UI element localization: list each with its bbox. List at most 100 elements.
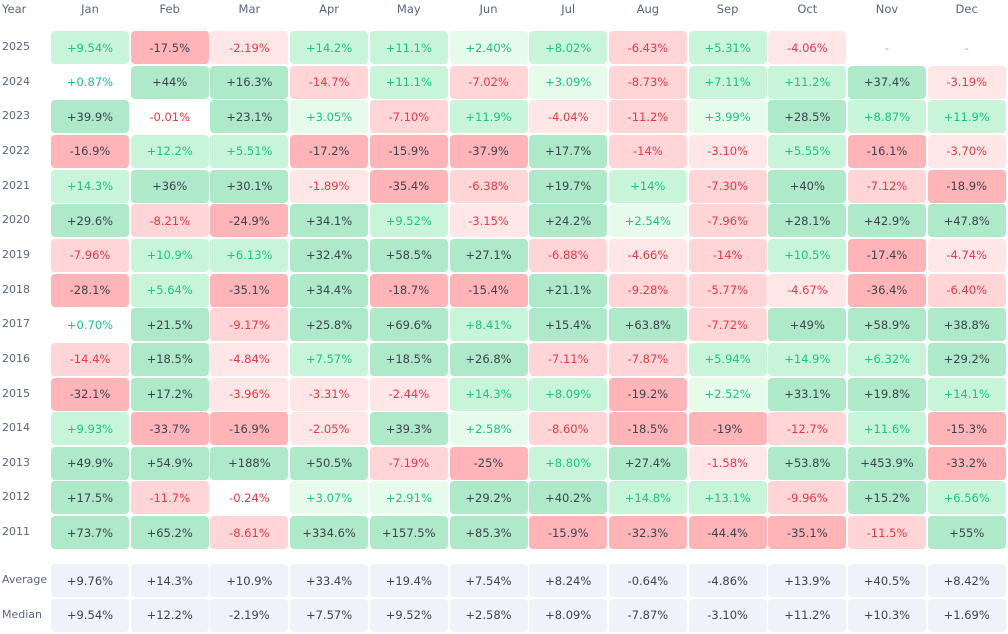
heatmap-cell-mar: -2.19% [210, 598, 289, 632]
heatmap-cell-jan: +0.70% [51, 308, 129, 342]
heatmap-cell-jul: +17.7% [529, 134, 608, 168]
month-header-may: May [396, 2, 421, 16]
heatmap-cell-oct: -4.06% [768, 31, 847, 64]
heatmap-cell-apr: +34.4% [290, 273, 369, 307]
heatmap-cell-nov: +8.87% [848, 100, 926, 134]
heatmap-cell-oct: +5.55% [768, 134, 847, 168]
heatmap-cell-jun: -7.02% [449, 65, 528, 99]
heatmap-cell-jul: -4.04% [529, 100, 608, 134]
heatmap-cell-dec: -15.3% [927, 412, 1006, 446]
heatmap-cell-may: +157.5% [369, 516, 448, 550]
heatmap-cell-nov: -16.1% [848, 134, 926, 168]
row-label: 2023 [2, 109, 30, 123]
heatmap-cell-may: -15.9% [369, 134, 448, 168]
heatmap-cell-aug: +27.4% [608, 446, 687, 480]
heatmap-cell-dec: +55% [927, 516, 1006, 550]
summary-row-average: Average +9.76% +14.3% +10.9% +33.4% +19.4% +7.… [0, 564, 1008, 597]
heatmap-cell-aug: +14.8% [608, 481, 687, 515]
heatmap-cell-jul: +3.09% [529, 65, 608, 99]
heatmap-cell-jul: +19.7% [529, 169, 608, 203]
heatmap-cell-dec: +29.2% [927, 342, 1006, 376]
heatmap-cell-may: +69.6% [369, 308, 448, 342]
heatmap-cell-jun: +14.3% [449, 377, 528, 411]
heatmap-cell-feb: +12.2% [130, 598, 209, 632]
heatmap-cell-sep: -1.58% [688, 446, 767, 480]
heatmap-cell-feb: +5.64% [130, 273, 209, 307]
heatmap-cell-oct: +40% [768, 169, 847, 203]
heatmap-cell-oct: -4.67% [768, 273, 847, 307]
year-row-2022: 2022 -16.9% +12.2% +5.51% -17.2% -15.9% -37.9%… [0, 134, 1008, 168]
heatmap-cell-nov: +6.32% [848, 342, 926, 376]
row-label: 2011 [2, 525, 30, 539]
heatmap-cell-aug: -9.28% [608, 273, 687, 307]
month-header-mar: Mar [238, 2, 261, 16]
row-label: 2012 [2, 490, 30, 504]
heatmap-cell-jan: +14.3% [51, 169, 129, 203]
month-header-oct: Oct [797, 2, 818, 16]
heatmap-cell-dec: -6.40% [927, 273, 1006, 307]
heatmap-cell-oct: -12.7% [768, 412, 847, 446]
heatmap-cell-may: -2.44% [369, 377, 448, 411]
heatmap-cell-mar: -4.84% [210, 342, 289, 376]
heatmap-cell-apr: +32.4% [290, 238, 369, 272]
heatmap-cell-may: +19.4% [369, 564, 448, 597]
heatmap-cell-jul: +40.2% [529, 481, 608, 515]
heatmap-cell-mar: +5.51% [210, 134, 289, 168]
heatmap-cell-feb: +14.3% [130, 564, 209, 597]
heatmap-cell-dec: +6.56% [927, 481, 1006, 515]
heatmap-cell-jan: +29.6% [51, 204, 129, 238]
heatmap-cell-aug: -8.73% [608, 65, 687, 99]
heatmap-cell-may: +9.52% [369, 598, 448, 632]
month-header-feb: Feb [159, 2, 180, 16]
heatmap-cell-dec: -18.9% [927, 169, 1006, 203]
heatmap-cell-jul: +21.1% [529, 273, 608, 307]
heatmap-cell-jun: +8.41% [449, 308, 528, 342]
year-row-2012: 2012 +17.5% -11.7% -0.24% +3.07% +2.91% +29.2%… [0, 481, 1008, 515]
row-label: 2013 [2, 455, 30, 469]
row-label: 2020 [2, 213, 30, 227]
heatmap-cell-jan: -7.96% [51, 238, 129, 272]
heatmap-cell-nov: - [884, 40, 890, 55]
heatmap-cell-apr: +3.07% [290, 481, 369, 515]
heatmap-cell-jul: -6.88% [529, 238, 608, 272]
heatmap-cell-oct: +33.1% [768, 377, 847, 411]
row-label: 2014 [2, 421, 30, 435]
heatmap-cell-apr: +334.6% [290, 516, 369, 550]
heatmap-cell-may: +18.5% [369, 342, 448, 376]
heatmap-cell-aug: -18.5% [608, 412, 687, 446]
year-row-2011: 2011 +73.7% +65.2% -8.61% +334.6% +157.5% +85.… [0, 516, 1008, 550]
heatmap-cell-feb: -8.21% [130, 204, 209, 238]
heatmap-cell-jun: -15.4% [449, 273, 528, 307]
heatmap-cell-apr: +33.4% [290, 564, 369, 597]
heatmap-cell-sep: -7.72% [688, 308, 767, 342]
heatmap-cell-oct: +14.9% [768, 342, 847, 376]
heatmap-cell-dec: -4.74% [927, 238, 1006, 272]
heatmap-cell-feb: +54.9% [130, 446, 209, 480]
heatmap-cell-jan: +39.9% [51, 100, 129, 134]
table-header: Year Jan Feb Mar Apr May Jun Jul Aug Sep Oct Nov De… [0, 0, 1008, 22]
heatmap-cell-sep: +5.94% [688, 342, 767, 376]
heatmap-cell-dec: +8.42% [927, 564, 1006, 597]
heatmap-cell-may: +9.52% [369, 204, 448, 238]
month-header-apr: Apr [319, 2, 340, 16]
heatmap-cell-jun: +26.8% [449, 342, 528, 376]
row-label: 2024 [2, 74, 30, 88]
heatmap-cell-oct: +28.1% [768, 204, 847, 238]
heatmap-cell-apr: +14.2% [290, 31, 369, 64]
row-label: 2015 [2, 386, 30, 400]
heatmap-cell-aug: -7.87% [608, 598, 687, 632]
heatmap-cell-oct: +49% [768, 308, 847, 342]
heatmap-cell-jul: -7.11% [529, 342, 608, 376]
heatmap-cell-jan: +73.7% [51, 516, 129, 550]
heatmap-cell-may: +2.91% [369, 481, 448, 515]
heatmap-cell-jan: +9.54% [51, 31, 129, 64]
heatmap-cell-jun: +85.3% [449, 516, 528, 550]
heatmap-cell-jan: +0.87% [51, 65, 129, 99]
year-row-2023: 2023 +39.9% -0.01% +23.1% +3.05% -7.10% +11.9%… [0, 100, 1008, 134]
row-label: Average [2, 573, 48, 586]
month-header-aug: Aug [636, 2, 660, 16]
heatmap-cell-apr: -17.2% [290, 134, 369, 168]
heatmap-cell-mar: +23.1% [210, 100, 289, 134]
year-row-2021: 2021 +14.3% +36% +30.1% -1.89% -35.4% -6.38% +1… [0, 169, 1008, 203]
heatmap-cell-jan: -16.9% [51, 134, 129, 168]
